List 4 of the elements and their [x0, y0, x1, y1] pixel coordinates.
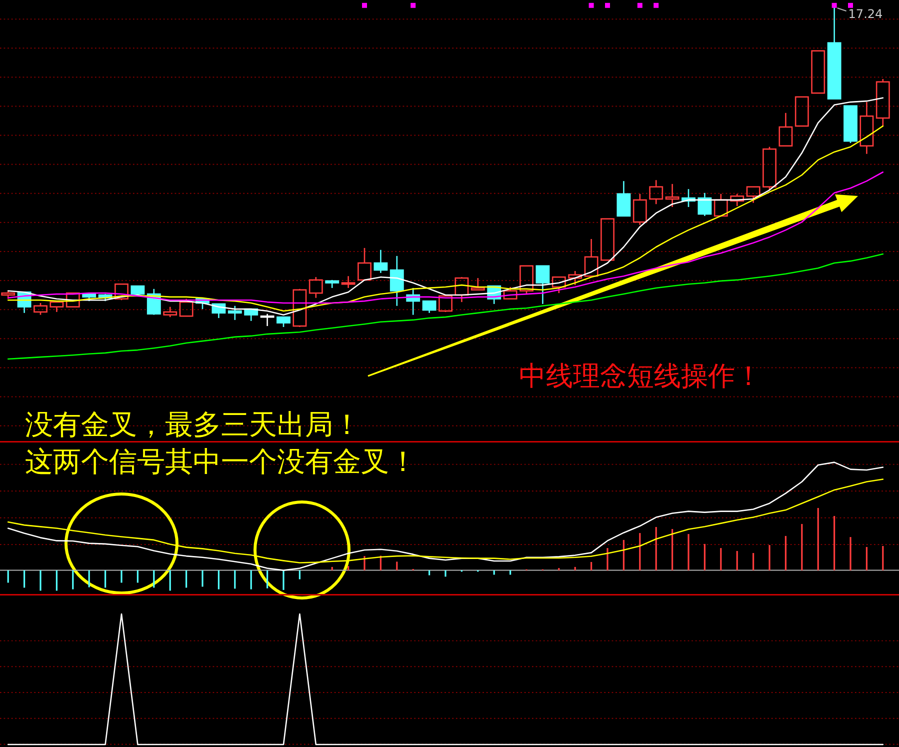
annotation: 这两个信号其中一个没有金叉！ — [25, 445, 417, 478]
text: 中线理念短线操作！ — [519, 361, 762, 392]
text: 没有金叉，最多三天出局！ — [25, 408, 361, 441]
annotation: 17.24 — [848, 7, 883, 21]
